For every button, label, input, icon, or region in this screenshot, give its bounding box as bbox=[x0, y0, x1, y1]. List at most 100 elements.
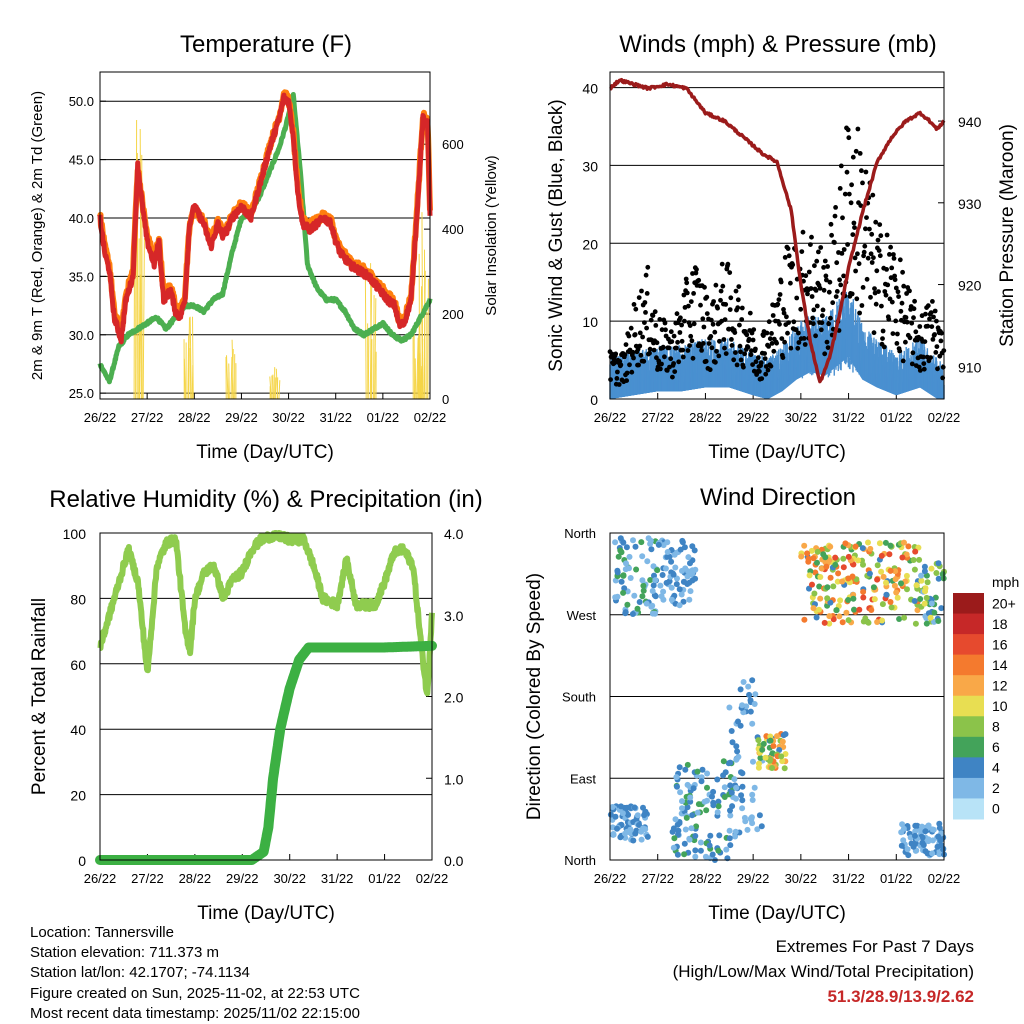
colorbar-label: 4 bbox=[992, 760, 1000, 776]
gust-point bbox=[718, 288, 724, 294]
direction-point bbox=[697, 847, 704, 854]
direction-point bbox=[830, 616, 837, 623]
direction-point bbox=[810, 605, 817, 612]
direction-point bbox=[612, 813, 619, 820]
direction-point bbox=[674, 575, 680, 582]
gust-point bbox=[900, 269, 905, 275]
direction-point bbox=[746, 691, 753, 698]
direction-point bbox=[914, 822, 921, 829]
gust-point bbox=[841, 247, 847, 252]
direction-point bbox=[739, 797, 746, 804]
direction-point bbox=[912, 832, 918, 839]
direction-point bbox=[627, 826, 634, 833]
direction-point bbox=[827, 543, 834, 550]
direction-point bbox=[822, 554, 829, 561]
direction-point bbox=[607, 811, 614, 818]
gust-point bbox=[811, 307, 817, 313]
gust-point bbox=[849, 291, 855, 297]
gust-point bbox=[717, 338, 722, 344]
y-tick-label: North bbox=[564, 853, 596, 868]
gust-point bbox=[723, 351, 729, 356]
direction-point bbox=[704, 784, 710, 791]
direction-point bbox=[903, 551, 910, 558]
gust-point bbox=[674, 345, 679, 351]
direction-point bbox=[648, 546, 655, 553]
direction-point bbox=[749, 720, 756, 727]
direction-point bbox=[762, 754, 769, 761]
y-axis-label: Sonic Wind & Gust (Blue, Black) bbox=[546, 99, 567, 371]
gust-point bbox=[644, 291, 650, 296]
direction-point bbox=[641, 812, 648, 819]
direction-point bbox=[892, 576, 899, 583]
direction-point bbox=[670, 571, 677, 578]
direction-point bbox=[929, 837, 936, 844]
direction-point bbox=[673, 581, 680, 588]
gust-point bbox=[925, 303, 931, 309]
colorbar-swatch bbox=[953, 777, 984, 799]
direction-point bbox=[689, 543, 696, 550]
gust-point bbox=[647, 346, 653, 352]
panel-title: Relative Humidity (%) & Precipitation (i… bbox=[49, 486, 482, 513]
direction-point bbox=[935, 618, 942, 624]
direction-point bbox=[676, 764, 683, 771]
x-tick-label: 26/22 bbox=[594, 871, 627, 886]
gust-point bbox=[766, 344, 771, 349]
direction-point bbox=[710, 788, 717, 795]
solar-spike bbox=[183, 358, 186, 400]
gust-point bbox=[841, 273, 846, 279]
gust-point bbox=[791, 319, 797, 325]
direction-point bbox=[617, 834, 624, 841]
direction-point bbox=[640, 804, 646, 811]
direction-point bbox=[921, 563, 928, 570]
gust-point bbox=[765, 367, 771, 373]
direction-point bbox=[668, 558, 675, 565]
gust-point bbox=[614, 376, 620, 381]
direction-point bbox=[727, 807, 733, 814]
gust-point bbox=[780, 355, 786, 360]
direction-point bbox=[614, 593, 621, 600]
solar-spike bbox=[142, 238, 145, 400]
colorbar-label: 14 bbox=[992, 657, 1008, 673]
direction-point bbox=[739, 702, 746, 709]
gust-point bbox=[641, 358, 647, 364]
gust-point bbox=[725, 261, 731, 267]
direction-point bbox=[878, 568, 885, 575]
direction-point bbox=[756, 812, 763, 819]
gust-point bbox=[850, 154, 856, 160]
gust-point bbox=[662, 320, 668, 326]
gust-point bbox=[739, 317, 745, 322]
colorbar-swatch bbox=[953, 716, 984, 738]
direction-point bbox=[774, 733, 780, 740]
x-tick-label: 29/22 bbox=[737, 871, 770, 886]
direction-point bbox=[833, 607, 840, 614]
gust-point bbox=[856, 261, 862, 267]
direction-point bbox=[744, 826, 751, 833]
gust-point bbox=[827, 279, 833, 285]
gust-point bbox=[745, 344, 751, 350]
direction-point bbox=[836, 613, 843, 620]
gust-point bbox=[923, 311, 928, 317]
solar-spike bbox=[427, 278, 429, 400]
direction-point bbox=[910, 557, 917, 563]
gust-point bbox=[862, 243, 868, 249]
direction-point bbox=[749, 791, 756, 798]
series-line bbox=[97, 92, 433, 385]
direction-point bbox=[639, 577, 646, 584]
gust-point bbox=[861, 249, 867, 255]
direction-point bbox=[726, 827, 733, 834]
gust-point bbox=[639, 288, 644, 294]
direction-point bbox=[749, 797, 756, 803]
station-info: Location: Tannersville Station elevation… bbox=[30, 923, 360, 1024]
x-axis-label: Time (Day/UTC) bbox=[708, 903, 846, 924]
extremes-title: Extremes For Past 7 Days bbox=[775, 937, 974, 956]
direction-point bbox=[715, 847, 722, 854]
direction-point bbox=[747, 708, 754, 715]
y-axis-label: Direction (Colored By Speed) bbox=[524, 573, 545, 820]
gust-point bbox=[812, 263, 817, 269]
station-elevation: Station elevation: 711.373 m bbox=[30, 944, 220, 962]
direction-point bbox=[879, 617, 885, 624]
direction-point bbox=[668, 584, 675, 591]
gust-point bbox=[764, 330, 770, 336]
gust-point bbox=[671, 361, 676, 366]
direction-point bbox=[839, 578, 846, 585]
